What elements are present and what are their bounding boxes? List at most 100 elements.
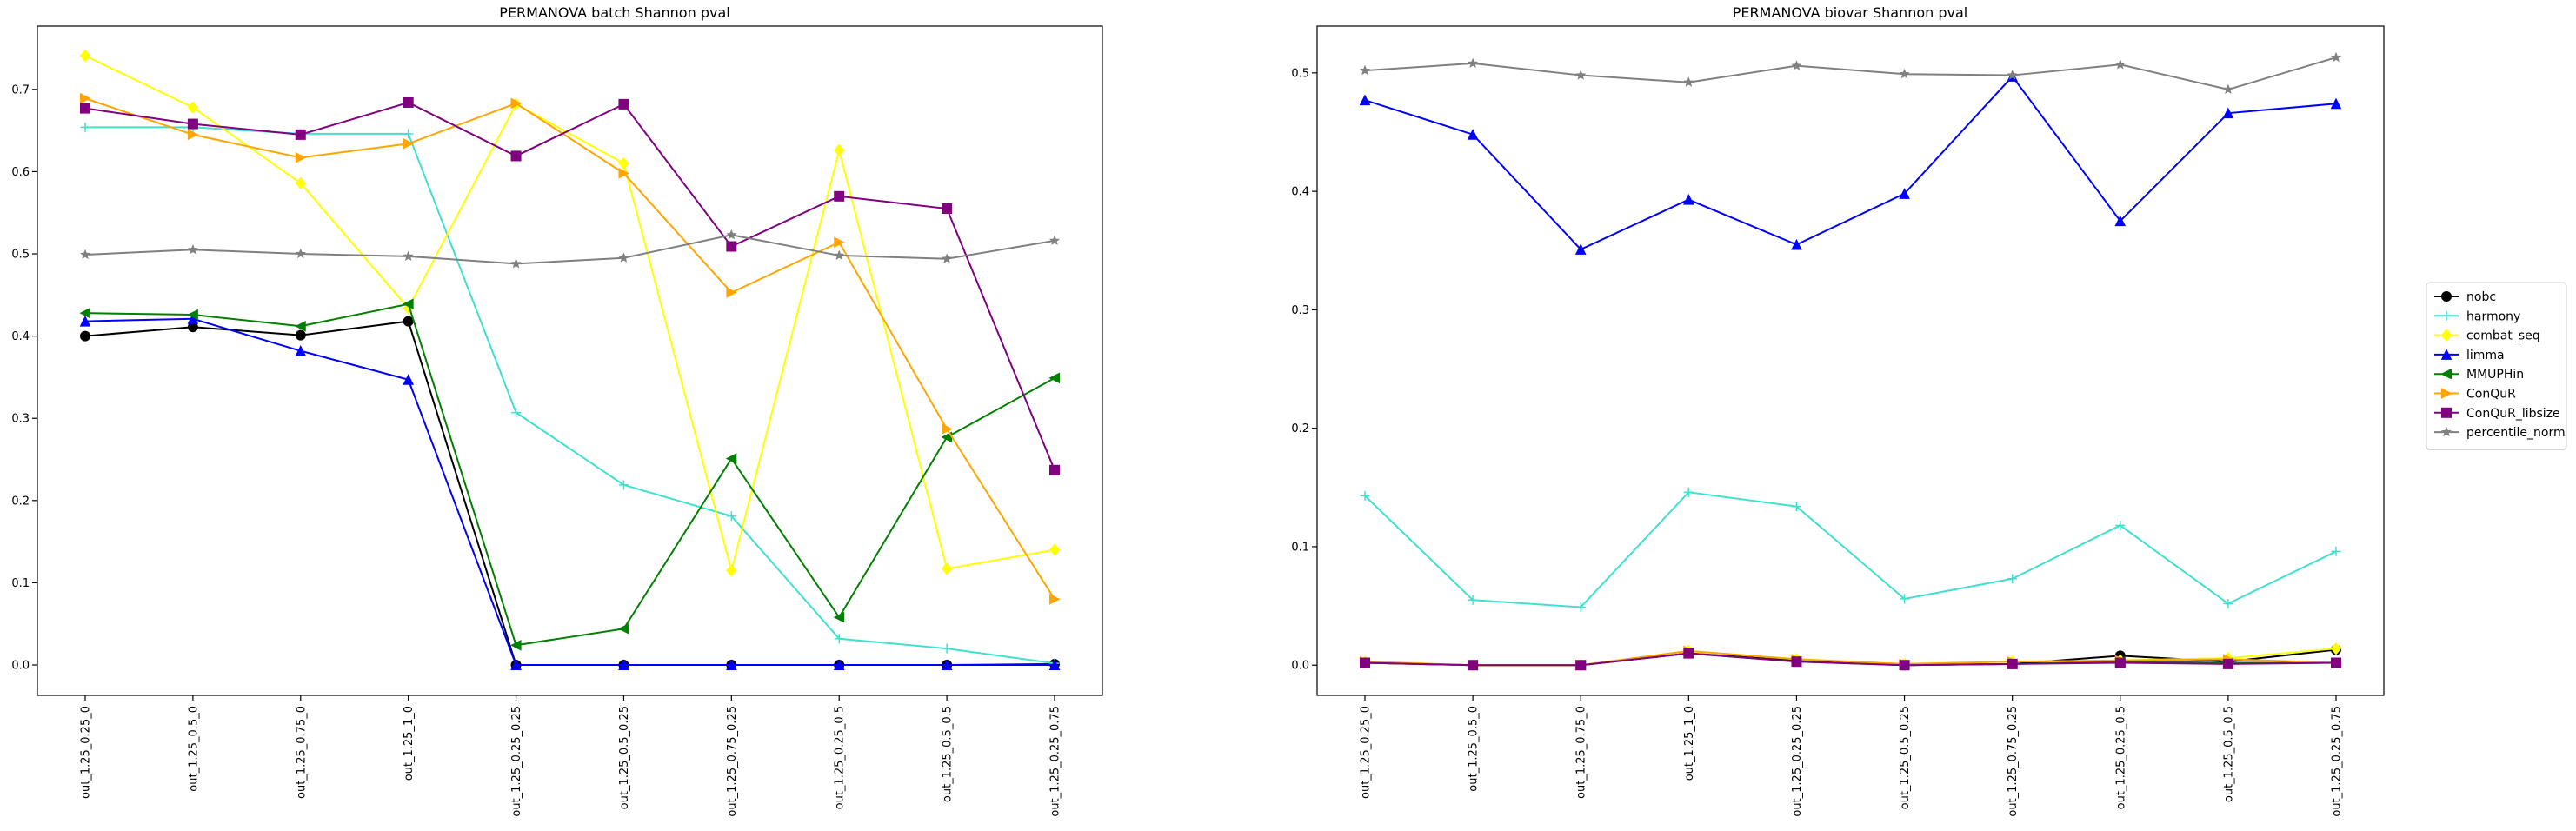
data-point: [2331, 546, 2341, 556]
data-point: [1468, 57, 1479, 69]
chart-title: PERMANOVA biovar Shannon pval: [1733, 4, 1967, 21]
data-point: [295, 320, 306, 332]
legend-marker: [2441, 310, 2452, 321]
x-tick-label: out_1.25_0.25_0.5: [2114, 706, 2127, 809]
data-point: [1049, 464, 1060, 475]
data-point: [80, 330, 90, 342]
legend-marker: [2440, 329, 2453, 342]
plot-frame: [1316, 25, 2385, 696]
batch-pval-chart: PERMANOVA batch Shannon pval 0.00.10.20.…: [11, 4, 1103, 817]
data-point: [2114, 215, 2127, 227]
data-point: [1360, 490, 1370, 501]
series-line: [84, 101, 1055, 471]
y-axis: 0.0 0.1 0.2 0.3 0.4 0.5 0.6 0.7: [11, 83, 37, 673]
data-point: [2330, 642, 2342, 655]
data-point: [79, 49, 91, 63]
x-tick-label: out_1.25_0.25_0: [80, 706, 93, 799]
data-point: [2007, 658, 2018, 669]
legend-entry-nobc: nobc: [2434, 290, 2496, 304]
data-point: [1791, 502, 1801, 512]
data-point: [941, 562, 953, 575]
data-point: [2222, 658, 2233, 669]
legend-entry-MMUPHin: MMUPHin: [2434, 368, 2524, 382]
data-point: [403, 316, 414, 327]
legend-entry-limma: limma: [2434, 349, 2505, 362]
x-tick-label: out_1.25_0.5_0.25: [1899, 706, 1912, 809]
data-point: [187, 101, 199, 114]
series-line: [84, 317, 1055, 666]
legend-label: limma: [2466, 349, 2505, 362]
data-point: [1899, 188, 1910, 199]
data-point: [295, 329, 306, 341]
data-point: [510, 659, 522, 670]
legend-marker: [2441, 407, 2452, 418]
data-point: [403, 250, 414, 261]
data-point: [2331, 657, 2341, 668]
data-point: [295, 176, 306, 189]
data-point: [1467, 129, 1479, 140]
chart-title: PERMANOVA batch Shannon pval: [499, 4, 729, 21]
legend-marker: [2440, 368, 2452, 380]
series-line: [85, 126, 1055, 665]
x-tick-label: out_1.25_0.75_0.25: [726, 706, 739, 817]
data-point: [2223, 598, 2233, 608]
series-line: [1364, 491, 2337, 608]
data-point: [1791, 238, 1802, 250]
legend-label: percentile_norm: [2466, 426, 2566, 440]
legend-label: MMUPHin: [2466, 368, 2524, 382]
legend-marker: [2441, 388, 2453, 399]
data-point: [1574, 243, 1587, 255]
data-point: [187, 313, 199, 324]
plot-frame: [37, 25, 1103, 696]
y-tick-label: 0.5: [11, 249, 30, 262]
series-ConQuR: [80, 92, 1061, 605]
legend-entry-harmony: harmony: [2434, 309, 2520, 323]
data-point: [510, 150, 522, 162]
x-tick-label: out_1.25_0.5_0.5: [2222, 706, 2235, 802]
series-limma: [79, 313, 1061, 670]
x-tick-label: out_1.25_0.5_0.5: [942, 706, 955, 802]
y-tick-label: 0.1: [1291, 541, 1309, 554]
legend-label: nobc: [2466, 290, 2496, 304]
data-point: [80, 92, 91, 104]
legend-label: ConQuR: [2466, 388, 2516, 402]
data-point: [187, 129, 199, 141]
legend-marker: [2440, 349, 2453, 360]
data-point: [1048, 235, 1061, 246]
legend-entry-combat_seq: combat_seq: [2434, 329, 2540, 343]
series-line: [1364, 57, 2337, 90]
data-point: [833, 611, 845, 623]
data-point: [79, 307, 90, 319]
data-point: [834, 249, 845, 261]
data-point: [1683, 648, 1694, 659]
data-point: [1575, 660, 1587, 671]
data-point: [834, 143, 845, 157]
data-point: [726, 229, 737, 240]
data-point: [833, 659, 845, 670]
series-percentile_norm: [1359, 51, 2342, 95]
data-point: [726, 287, 737, 298]
x-tick-label: out_1.25_0.5_0: [1468, 706, 1481, 792]
data-point: [2114, 58, 2126, 70]
y-axis: 0.0 0.1 0.2 0.3 0.4 0.5: [1291, 67, 1317, 673]
legend-box: [2426, 282, 2567, 450]
data-point: [187, 243, 198, 255]
data-point: [726, 241, 737, 252]
y-tick-label: 0.6: [11, 166, 30, 179]
y-tick-label: 0.7: [11, 83, 30, 96]
data-point: [1899, 660, 1910, 671]
series-ConQuR_libsize: [1360, 648, 2341, 671]
data-point: [403, 374, 414, 385]
legend-entry-percentile_norm: percentile_norm: [2434, 426, 2566, 440]
x-tick-label: out_1.25_0.75_0.25: [2007, 706, 2020, 817]
data-point: [403, 96, 414, 108]
series-line: [1364, 75, 2337, 251]
data-point: [403, 137, 415, 150]
x-tick-label: out_1.25_0.5_0.25: [618, 706, 631, 809]
x-tick-label: out_1.25_1_0: [403, 706, 416, 781]
x-tick-label: out_1.25_0.25_0.25: [510, 706, 523, 817]
series-line: [84, 302, 1055, 647]
data-point: [1791, 60, 1802, 70]
